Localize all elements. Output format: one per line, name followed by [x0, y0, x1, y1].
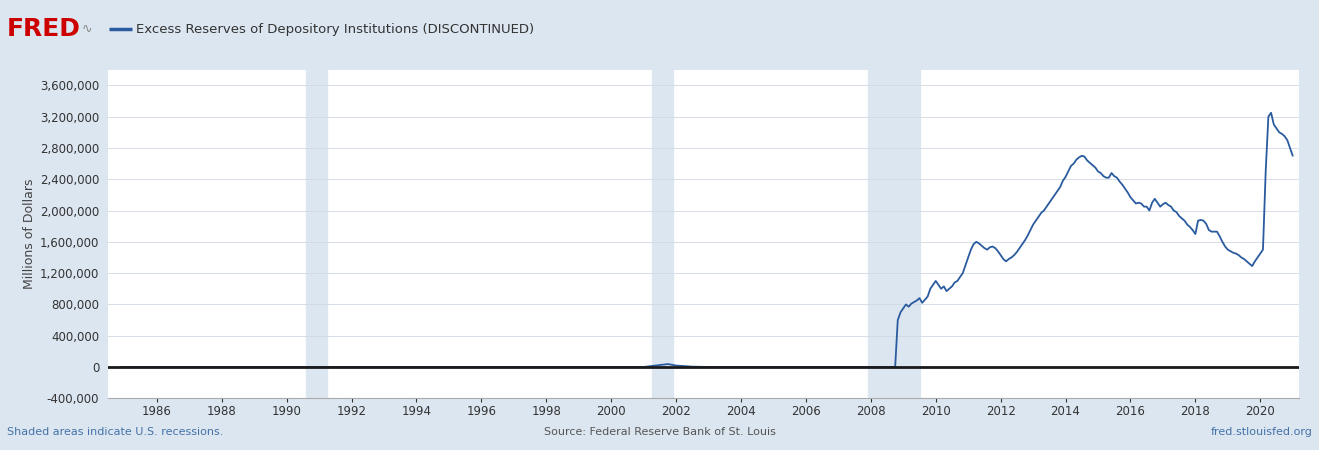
Bar — [652, 70, 674, 398]
Text: Source: Federal Reserve Bank of St. Louis: Source: Federal Reserve Bank of St. Loui… — [543, 427, 776, 437]
Text: ∿: ∿ — [82, 23, 92, 36]
Text: fred.stlouisfed.org: fred.stlouisfed.org — [1211, 427, 1312, 437]
Bar — [306, 70, 327, 398]
Y-axis label: Millions of Dollars: Millions of Dollars — [22, 179, 36, 289]
Text: FRED: FRED — [7, 17, 80, 41]
Bar — [868, 70, 919, 398]
Text: Excess Reserves of Depository Institutions (DISCONTINUED): Excess Reserves of Depository Institutio… — [136, 23, 534, 36]
Text: Shaded areas indicate U.S. recessions.: Shaded areas indicate U.S. recessions. — [7, 427, 223, 437]
